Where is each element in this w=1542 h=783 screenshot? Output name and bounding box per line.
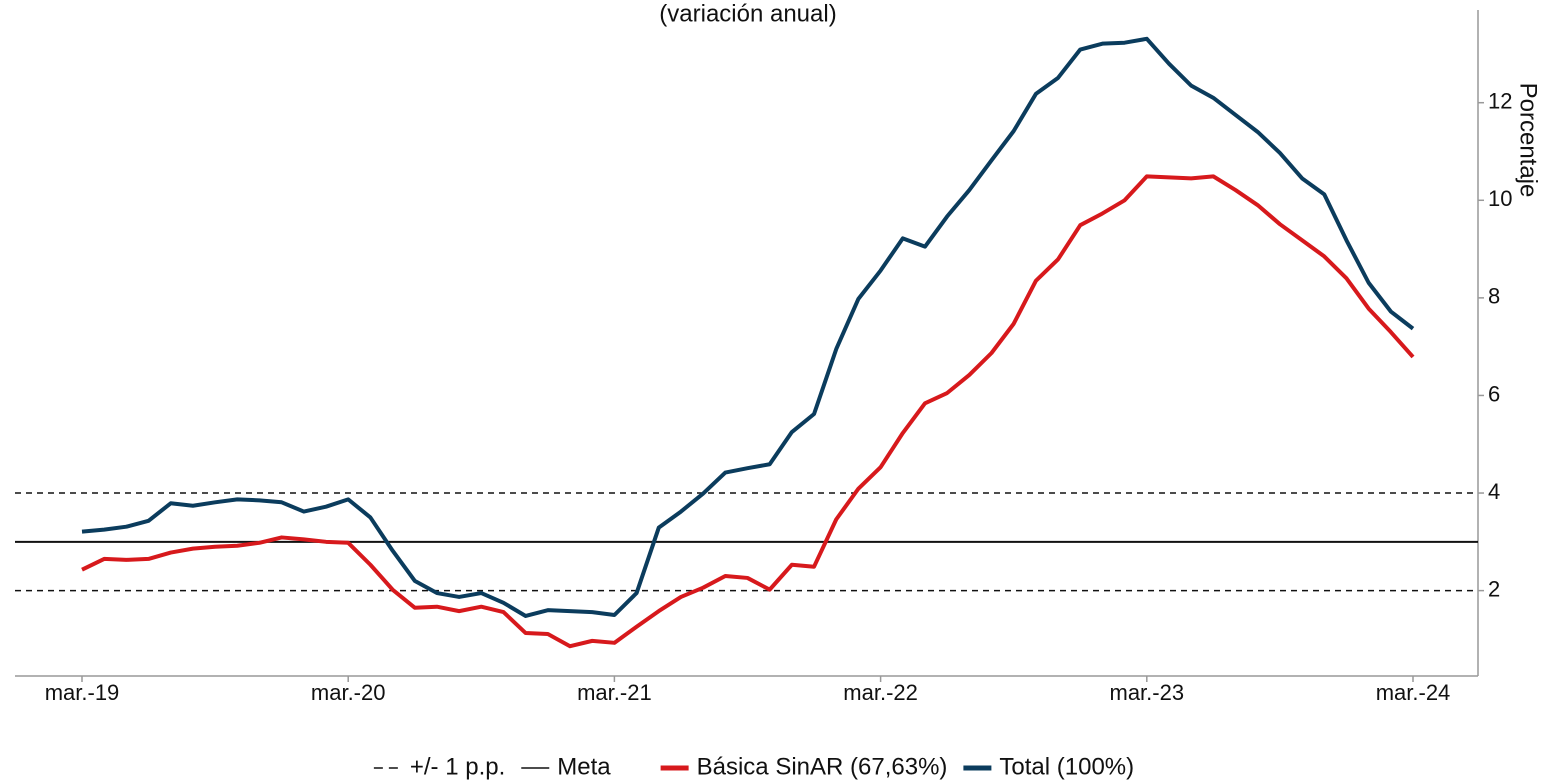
legend: +/- 1 p.p. Meta Básica SinAR (67,63%) Total…	[373, 753, 1134, 780]
x-tick-label: mar.-19	[45, 680, 120, 705]
x-tick-label: mar.-23	[1110, 680, 1185, 705]
x-tick-label: mar.-20	[311, 680, 386, 705]
legend-label: Total (100%)	[999, 753, 1134, 780]
series-line	[81, 36, 1415, 618]
y-tick-label: 4	[1488, 479, 1500, 504]
y-axis-label: Porcentaje	[1515, 83, 1542, 198]
y-tick-label: 12	[1488, 89, 1512, 114]
x-tick-label: mar.-24	[1376, 680, 1451, 705]
x-tick-label: mar.-22	[843, 680, 918, 705]
legend-label: Básica SinAR (67,63%)	[697, 753, 948, 780]
y-tick-label: 10	[1488, 186, 1512, 211]
legend-label: Meta	[557, 753, 611, 780]
y-tick-label: 8	[1488, 284, 1500, 309]
chart-title: (variación anual)	[659, 0, 836, 27]
x-tick-label: mar.-21	[577, 680, 652, 705]
series-line	[81, 174, 1415, 649]
legend-label: +/- 1 p.p.	[410, 753, 505, 780]
plot-area: 2 4 6 8 10 12 mar.-19 mar.-20 mar.-21 mar.-22 mar.…	[15, 10, 1512, 705]
y-tick-label: 2	[1488, 576, 1500, 601]
y-tick-label: 6	[1488, 381, 1500, 406]
